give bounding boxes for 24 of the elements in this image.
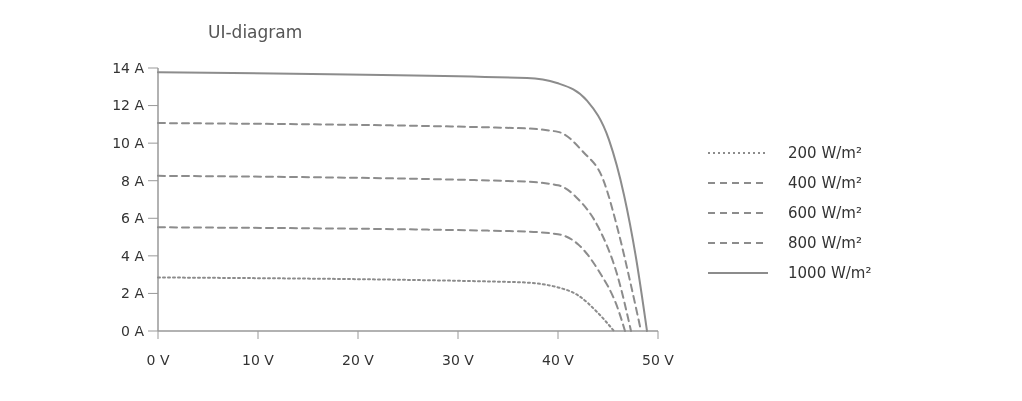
line-series	[157, 174, 632, 332]
y-tick-label: 0 A	[121, 322, 145, 339]
line-series	[157, 276, 615, 332]
y-tick-label: 4 A	[121, 247, 145, 264]
legend-label: 600 W/m²	[788, 204, 862, 223]
y-tick-label: 10 A	[112, 135, 145, 152]
y-tick-label: 6 A	[121, 210, 145, 227]
line-series	[157, 226, 626, 332]
legend-label: 1000 W/m²	[788, 264, 872, 283]
x-tick-label: 20 V	[342, 352, 375, 368]
legend-label: 400 W/m²	[788, 174, 862, 193]
x-tick-label: 10 V	[242, 352, 275, 368]
line-series	[157, 71, 648, 332]
x-tick-label: 50 V	[642, 352, 675, 368]
legend-label: 200 W/m²	[788, 144, 862, 163]
x-tick-label: 40 V	[542, 352, 575, 368]
x-tick-label: 30 V	[442, 352, 475, 368]
chart-title: UI-diagram	[208, 22, 303, 42]
x-tick-label: 0 V	[146, 352, 170, 368]
y-tick-label: 2 A	[121, 285, 145, 302]
y-tick-label: 8 A	[121, 172, 145, 189]
y-tick-label: 12 A	[112, 97, 145, 114]
legend-label: 800 W/m²	[788, 234, 862, 253]
y-tick-label: 14 A	[112, 59, 145, 76]
